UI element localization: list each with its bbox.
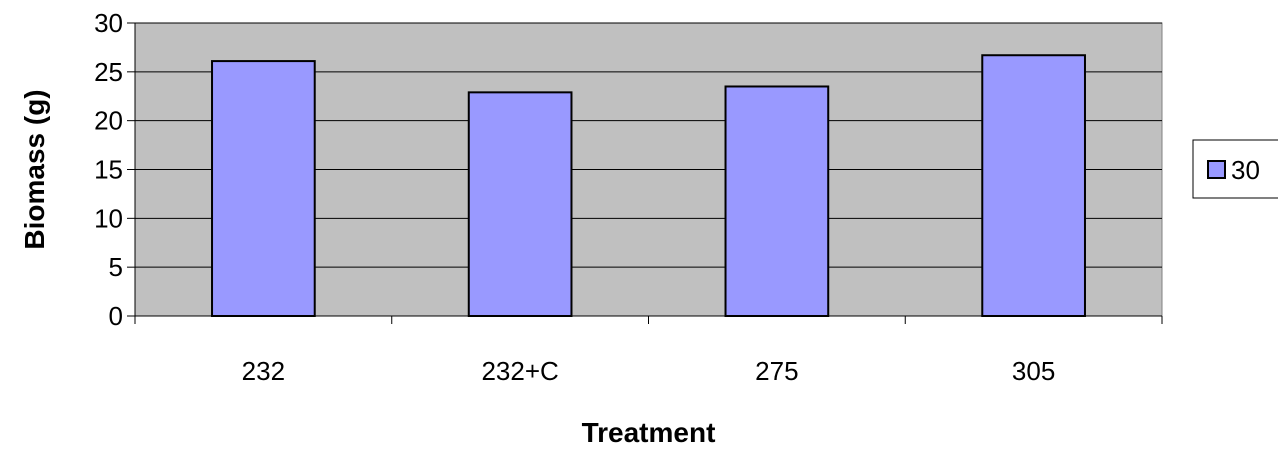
y-tick-label: 10	[94, 203, 123, 233]
y-tick-label: 25	[94, 57, 123, 87]
x-tick-labels: 232 232+C 275 305	[242, 356, 1056, 386]
legend-swatch	[1207, 160, 1226, 179]
y-tick-labels: 0 5 10 15 20 25 30	[94, 8, 123, 331]
bar-232+C	[467, 91, 573, 317]
x-tick-label: 275	[755, 356, 798, 386]
y-tick-label: 20	[94, 106, 123, 136]
bars	[211, 54, 1086, 318]
x-tick-label: 305	[1012, 356, 1055, 386]
y-axis-title: Biomass (g)	[19, 89, 50, 249]
y-tick-label: 5	[109, 252, 123, 282]
bar-275	[724, 85, 830, 317]
x-tick-label: 232+C	[481, 356, 558, 386]
x-axis-title: Treatment	[582, 417, 716, 448]
x-tick-label: 232	[242, 356, 285, 386]
y-tick-label: 15	[94, 155, 123, 185]
bar-305	[981, 54, 1086, 317]
legend-label: 30	[1231, 155, 1260, 185]
y-tick-label: 0	[109, 301, 123, 331]
bar-232	[211, 60, 316, 318]
y-tick-label: 30	[94, 8, 123, 38]
legend: 30	[1192, 139, 1278, 199]
axes	[127, 22, 1163, 324]
